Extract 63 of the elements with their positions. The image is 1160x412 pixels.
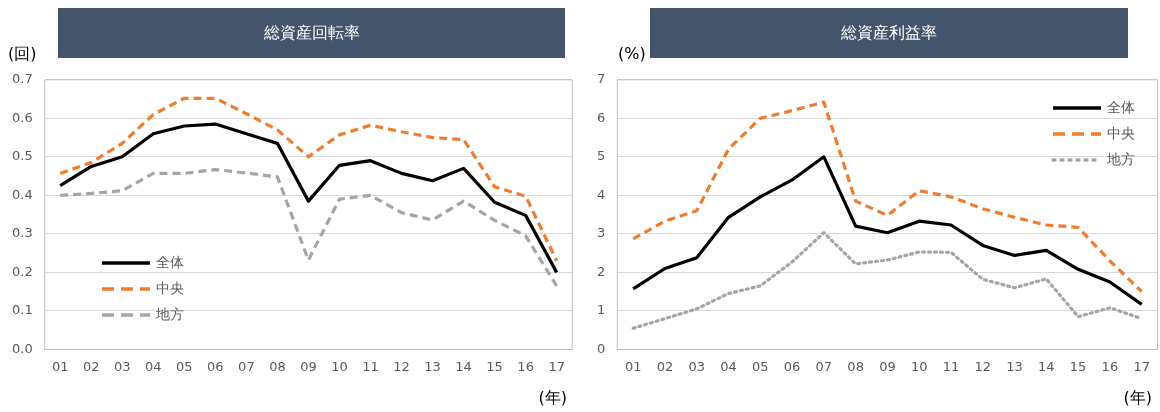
x-tick-label: 14 [455,358,472,374]
y-tick-label: 0 [596,340,606,356]
chart-title: 総資産回転率 [58,8,565,58]
x-tick-label: 05 [752,358,769,374]
line-series [631,100,1144,294]
legend-label: 中央 [1107,125,1135,143]
x-tick-label: 10 [331,358,348,374]
x-axis-title: (年) [538,388,567,409]
y-tick-label: 3 [596,225,606,241]
x-tick-label: 14 [1038,358,1055,374]
x-tick-label: 03 [113,358,131,374]
y-tick-label: 0.4 [11,186,33,202]
x-tick-label: 01 [51,358,69,374]
legend-label: 地方 [1107,151,1135,169]
y-tick-label: 0.7 [11,71,33,87]
y-tick-label: 0.5 [11,148,33,164]
y-tick-label: 0.3 [11,225,33,241]
x-tick-label: 13 [424,358,441,374]
x-tick-label: 12 [974,358,992,374]
x-tick-label: 17 [548,358,565,374]
y-tick-label: 5 [596,148,606,164]
y-tick-label: 6 [596,109,606,125]
y-axis-title: (%) [618,44,646,63]
x-tick-label: 16 [1101,358,1119,374]
x-tick-label: 07 [238,358,255,374]
y-tick-label: 0.1 [11,302,33,318]
y-axis-title: (回) [8,44,37,65]
legend-label: 地方 [156,306,184,324]
x-tick-label: 12 [393,358,410,374]
x-tick-label: 11 [362,358,379,374]
x-tick-label: 09 [879,358,896,374]
x-tick-label: 04 [720,358,737,374]
x-tick-label: 03 [688,358,705,374]
y-tick-label: 0.0 [11,340,33,356]
x-tick-label: 13 [1006,358,1023,374]
x-tick-label: 06 [783,358,801,374]
legend-label: 全体 [1107,99,1135,117]
y-tick-label: 1 [596,302,606,318]
x-tick-label: 04 [145,358,162,374]
x-tick-label: 16 [517,358,534,374]
legend-label: 中央 [156,280,184,298]
y-tick-label: 4 [596,186,606,202]
y-tick-label: 2 [596,263,606,279]
y-tick-label: 0.6 [11,109,33,125]
x-tick-label: 08 [269,358,286,374]
x-tick-label: 01 [624,358,642,374]
chart-title: 総資産利益率 [650,8,1128,58]
x-axis-title: (年) [1123,388,1152,409]
x-tick-label: 15 [486,358,503,374]
x-tick-label: 10 [910,358,928,374]
legend-label: 全体 [156,254,184,272]
x-tick-label: 07 [815,358,833,374]
x-tick-label: 06 [207,358,224,374]
x-tick-label: 08 [847,358,864,374]
x-tick-label: 09 [300,358,317,374]
x-tick-label: 15 [1069,358,1087,374]
x-tick-label: 02 [656,358,674,374]
y-tick-label: 0.2 [11,263,33,279]
x-tick-label: 05 [176,358,193,374]
x-tick-label: 02 [82,358,100,374]
x-tick-label: 17 [1133,358,1150,374]
y-tick-label: 7 [596,71,606,87]
x-tick-label: 11 [942,358,960,374]
